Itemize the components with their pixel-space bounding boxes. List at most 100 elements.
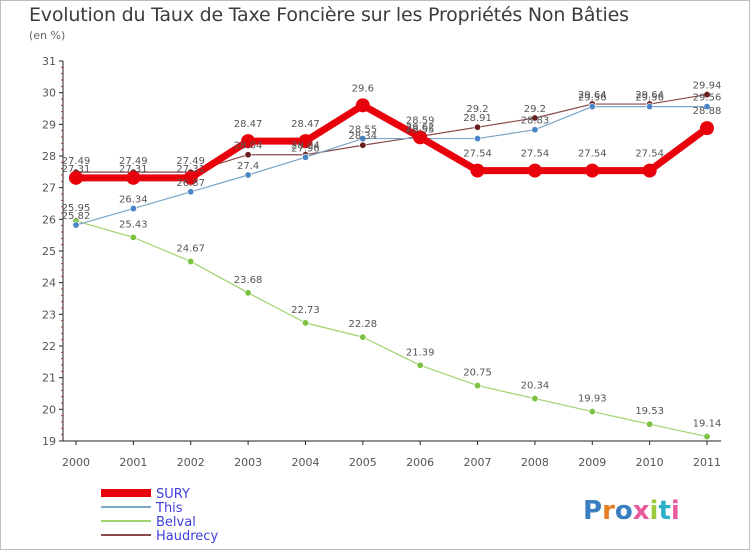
data-label: 27.49 <box>119 156 148 167</box>
data-label: 28.04 <box>234 141 263 152</box>
data-point-belval <box>588 408 596 416</box>
data-point-haudrecy <box>531 114 539 122</box>
data-point-haudrecy <box>244 151 252 159</box>
data-label: 25.95 <box>62 203 91 214</box>
x-tick-label: 2001 <box>119 456 147 469</box>
data-label: 27.31 <box>119 164 148 175</box>
data-point-this <box>244 171 252 179</box>
data-label: 28.83 <box>521 116 550 127</box>
data-label: 28.91 <box>463 113 492 124</box>
data-label: 29.56 <box>693 93 722 104</box>
data-point-sury <box>527 163 542 178</box>
x-tick-label: 2008 <box>521 456 549 469</box>
x-tick-label: 2000 <box>62 456 90 469</box>
series-line-haudrecy <box>76 93 708 173</box>
data-label: 27.31 <box>62 164 91 175</box>
x-tick-label: 2007 <box>464 456 492 469</box>
data-point-belval <box>187 257 195 265</box>
data-label: 28.47 <box>291 119 320 130</box>
data-point-sury <box>241 134 256 149</box>
data-label: 27.54 <box>635 149 664 160</box>
data-point-this <box>359 135 367 143</box>
data-point-this <box>129 205 137 213</box>
data-point-this <box>646 103 654 111</box>
data-label: 23.68 <box>234 275 263 286</box>
data-label: 28.47 <box>234 119 263 130</box>
data-label: 20.34 <box>521 381 550 392</box>
y-tick-label: 23 <box>42 308 56 321</box>
data-point-belval <box>703 433 711 441</box>
data-point-sury <box>298 134 313 149</box>
x-tick-label: 2005 <box>349 456 377 469</box>
data-point-this <box>474 135 482 143</box>
data-label: 29.56 <box>635 93 664 104</box>
data-label: 27.31 <box>176 164 205 175</box>
data-label: 20.75 <box>463 368 492 379</box>
data-point-sury <box>470 163 485 178</box>
x-tick-label: 2010 <box>636 456 664 469</box>
data-label: 28.62 <box>406 122 435 133</box>
data-point-this <box>72 221 80 229</box>
y-tick-label: 21 <box>42 372 56 385</box>
data-point-belval <box>301 319 309 327</box>
data-point-belval <box>646 420 654 428</box>
legend-label-haudrecy: Haudrecy <box>156 529 218 544</box>
x-tick-label: 2004 <box>291 456 319 469</box>
data-label: 27.4 <box>237 161 259 172</box>
y-tick-label: 31 <box>42 55 56 68</box>
series-line-sury <box>76 101 710 182</box>
series-line-belval <box>75 220 708 438</box>
y-tick-label: 29 <box>42 118 56 131</box>
y-tick-label: 22 <box>42 340 56 353</box>
x-tick-label: 2003 <box>234 456 262 469</box>
data-point-belval <box>244 289 252 297</box>
data-label: 28.55 <box>348 125 377 136</box>
data-point-haudrecy <box>703 91 711 99</box>
y-tick-label: 19 <box>42 435 56 448</box>
y-tick-label: 28 <box>42 150 56 163</box>
data-label: 29.56 <box>578 93 607 104</box>
legend-label-sury: SURY <box>156 487 190 502</box>
data-label: 28.34 <box>348 131 377 142</box>
data-point-this <box>703 103 711 111</box>
y-tick-label: 27 <box>42 182 56 195</box>
x-tick-label: 2002 <box>177 456 205 469</box>
data-point-sury <box>355 98 370 113</box>
y-tick-label: 26 <box>42 213 56 226</box>
data-point-belval <box>416 361 424 369</box>
x-tick-label: 2009 <box>578 456 606 469</box>
data-label: 29.64 <box>635 90 664 101</box>
data-point-belval <box>531 395 539 403</box>
data-point-sury <box>700 121 714 136</box>
data-label: 19.14 <box>693 419 722 430</box>
data-point-belval <box>359 333 367 341</box>
data-label: 29.2 <box>466 104 488 115</box>
y-tick-label: 24 <box>42 277 56 290</box>
data-point-this <box>301 153 309 161</box>
data-label: 28.88 <box>693 106 722 117</box>
data-label: 28.04 <box>291 141 320 152</box>
y-tick-label: 25 <box>42 245 56 258</box>
data-label: 22.28 <box>348 319 377 330</box>
data-label: 28.59 <box>406 115 435 126</box>
data-label: 27.49 <box>62 156 91 167</box>
data-label: 27.54 <box>463 149 492 160</box>
y-tick-label: 30 <box>42 87 56 100</box>
chart-subtitle: (en %) <box>29 29 66 42</box>
legend-label-belval: Belval <box>156 515 196 530</box>
data-label: 27.54 <box>521 149 550 160</box>
data-label: 19.53 <box>635 406 664 417</box>
x-tick-label: 2011 <box>693 456 721 469</box>
data-label: 27.49 <box>176 156 205 167</box>
data-point-haudrecy <box>474 123 482 131</box>
data-point-sury <box>126 170 141 185</box>
data-label: 25.43 <box>119 219 148 230</box>
data-point-belval <box>474 382 482 390</box>
data-label: 27.96 <box>291 143 320 154</box>
data-label: 24.67 <box>176 243 205 254</box>
data-point-sury <box>413 130 428 145</box>
data-point-sury <box>69 170 83 185</box>
data-point-sury <box>642 163 657 178</box>
data-label: 19.93 <box>578 394 607 405</box>
